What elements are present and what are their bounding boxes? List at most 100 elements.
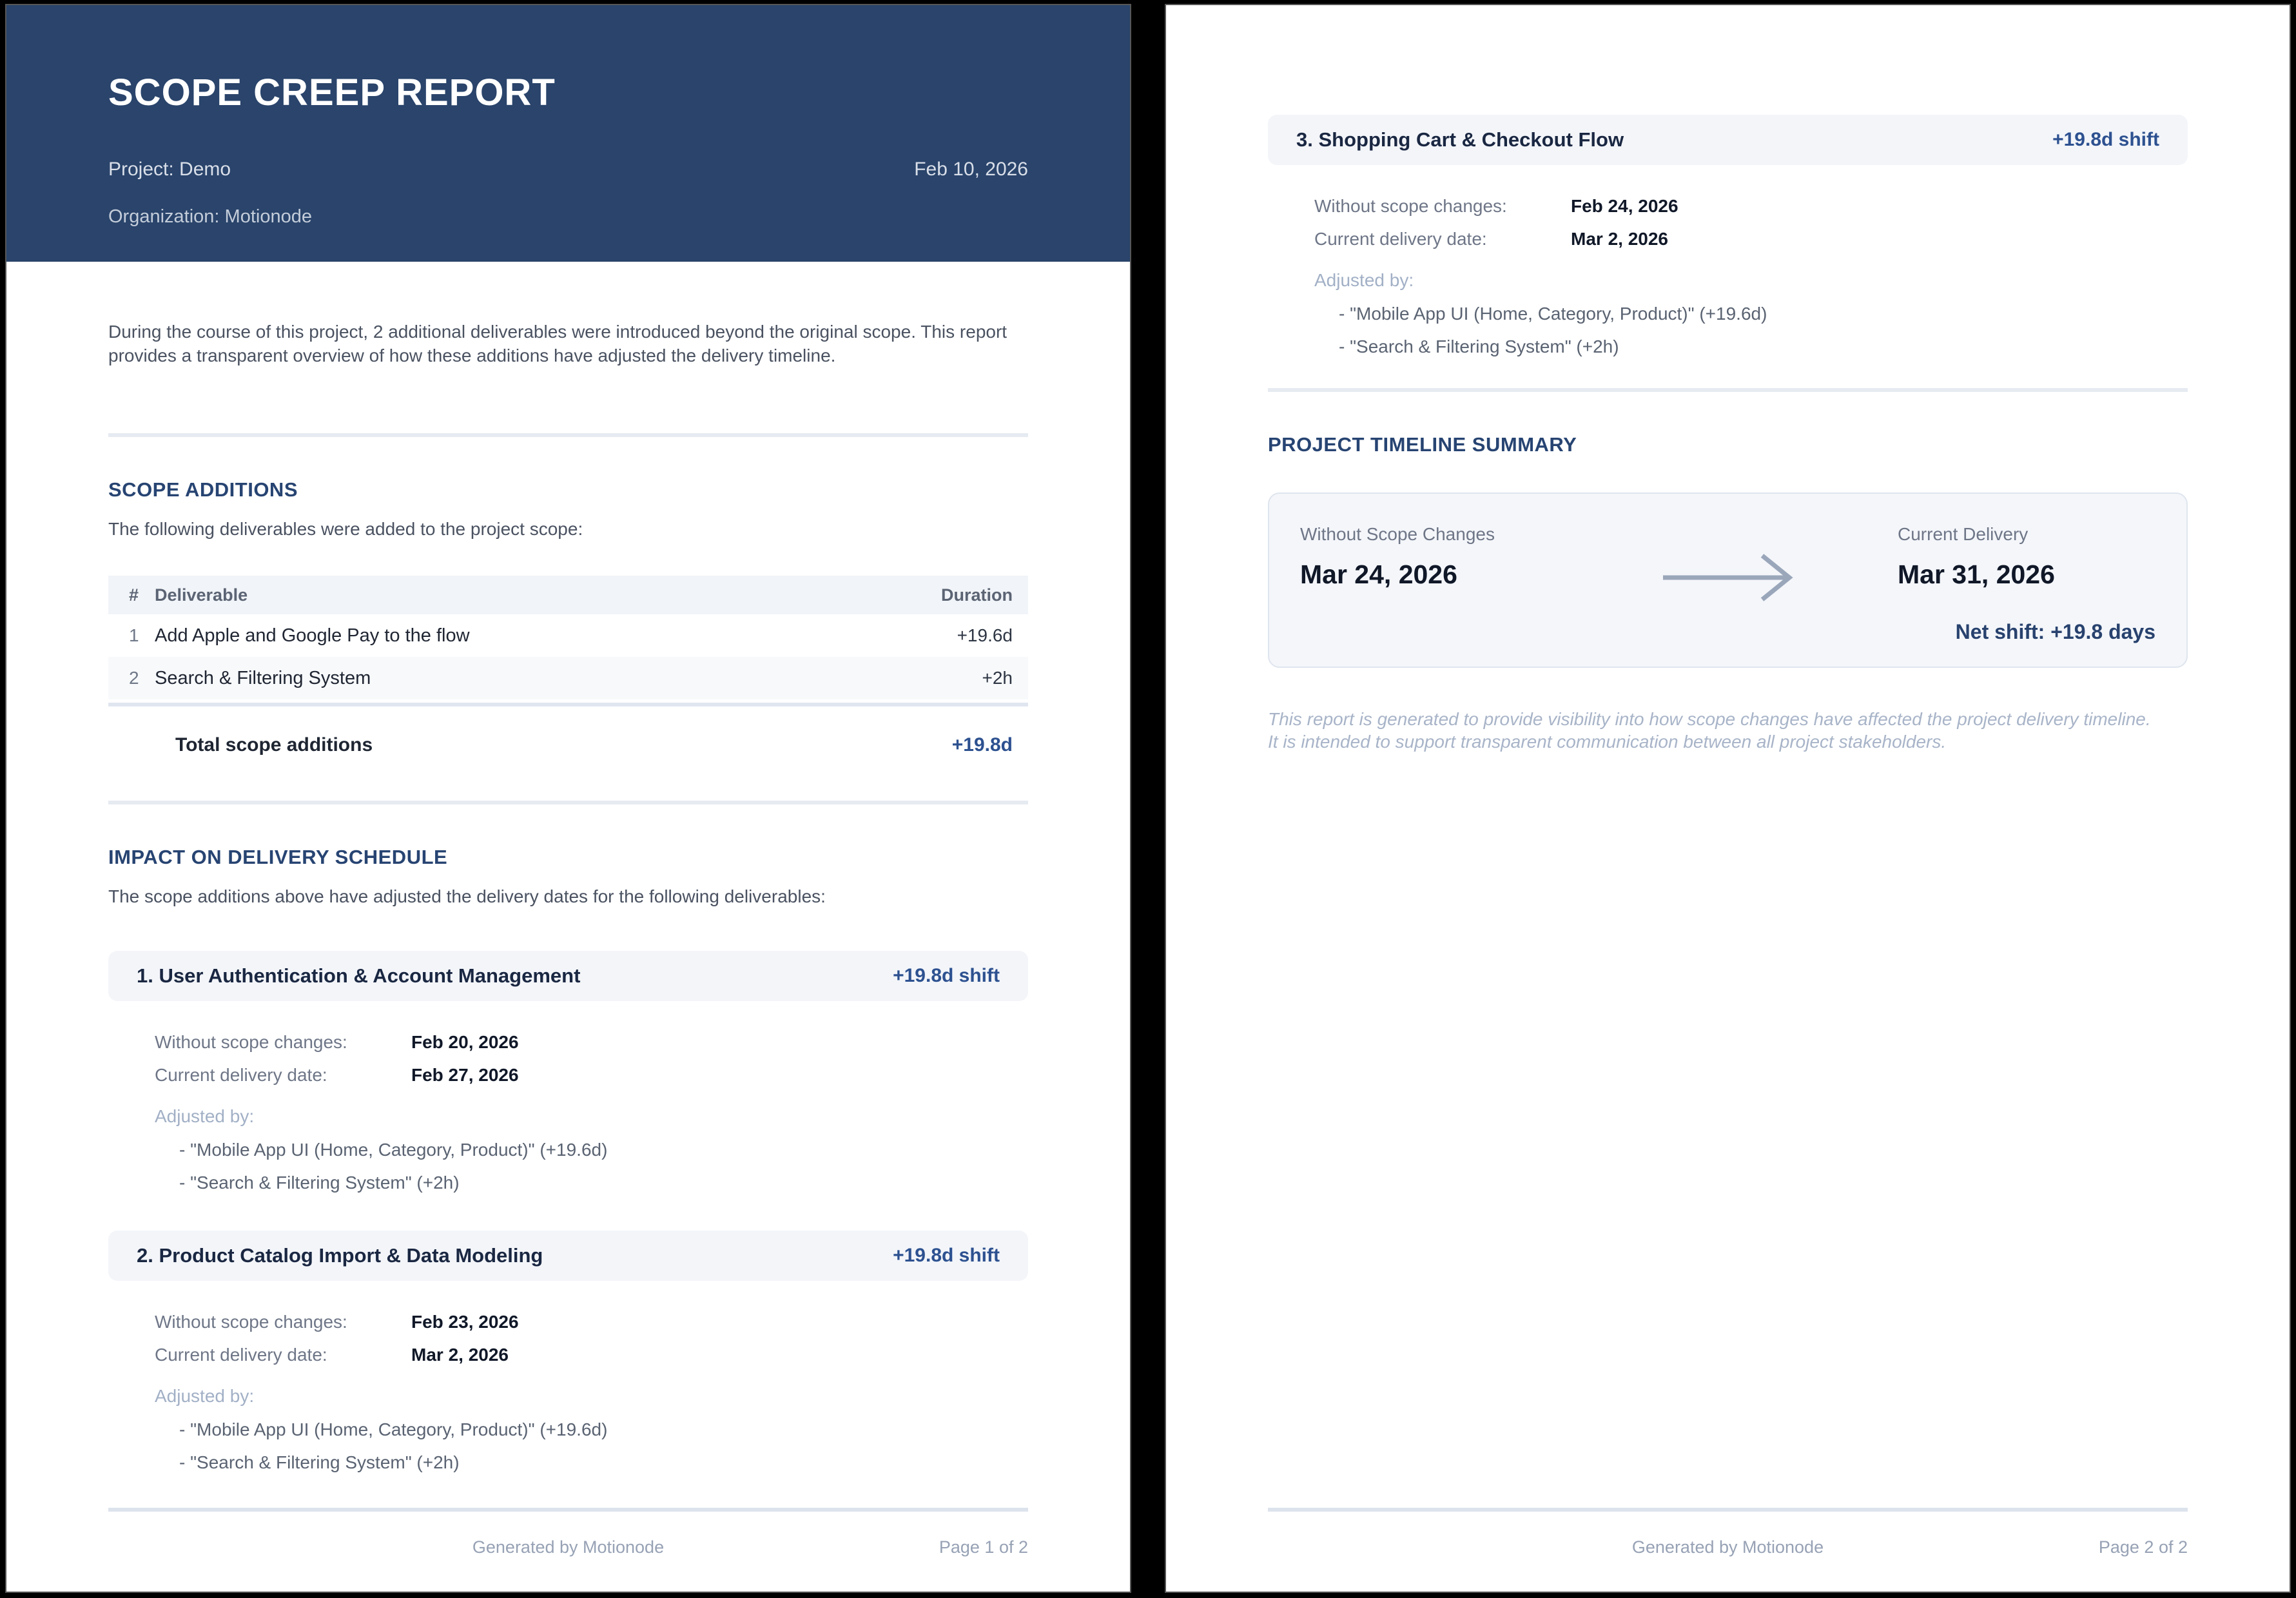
table-header-row: # Deliverable Duration [108,576,1028,614]
adjustment-item: - "Search & Filtering System" (+2h) [179,1452,460,1472]
impact-item-body: Without scope changes: Feb 20, 2026 Curr… [108,1031,1028,1194]
without-scope-date: Feb 20, 2026 [411,1032,519,1052]
current-delivery-row: Current delivery date: Mar 2, 2026 [155,1343,1028,1367]
footer-divider [108,1508,1028,1512]
adjustment-item: - "Search & Filtering System" (+2h) [179,1173,460,1193]
current-delivery-date: Feb 27, 2026 [411,1065,519,1085]
row-duration: +19.6d [957,625,1013,645]
organization-name: Organization: Motionode [108,206,312,227]
impact-description: The scope additions above have adjusted … [108,886,826,906]
without-scope-row: Without scope changes: Feb 24, 2026 [1314,195,2188,218]
without-scope-label: Without scope changes: [155,1312,347,1332]
column-header-deliverable: Deliverable [155,585,248,605]
impact-item-header: 3. Shopping Cart & Checkout Flow +19.8d … [1268,115,2188,165]
without-scope-row: Without scope changes: Feb 20, 2026 [155,1031,1028,1054]
section-divider [1268,388,2188,392]
impact-item: 2. Product Catalog Import & Data Modelin… [108,1231,1028,1474]
report-title: SCOPE CREEP REPORT [108,72,556,113]
current-delivery-date: Mar 2, 2026 [411,1345,509,1365]
current-delivery-label: Current delivery date: [155,1345,327,1365]
row-duration: +2h [982,668,1013,688]
page-2-content: 3. Shopping Cart & Checkout Flow +19.8d … [1166,115,2290,753]
page-footer: Generated by Motionode Page 2 of 2 [1268,1508,2188,1592]
without-scope-changes-label: Without Scope Changes [1300,524,1495,544]
report-meta-row: Project: Demo Feb 10, 2026 [108,159,1028,180]
page-number: Page 1 of 2 [939,1537,1028,1557]
adjusted-by-label: Adjusted by: [1314,270,1414,290]
current-delivery-date: Mar 2, 2026 [1571,229,1668,249]
table-row: 2 Search & Filtering System +2h [108,657,1028,699]
total-label: Total scope additions [175,734,373,755]
timeline-summary-heading: PROJECT TIMELINE SUMMARY [1268,433,1577,456]
impact-item: 1. User Authentication & Account Managem… [108,951,1028,1194]
impact-heading: IMPACT ON DELIVERY SCHEDULE [108,846,448,868]
table-bottom-divider [108,703,1028,706]
impact-item-title: 3. Shopping Cart & Checkout Flow [1296,128,1624,151]
impact-item-body: Without scope changes: Feb 23, 2026 Curr… [108,1311,1028,1474]
without-scope-row: Without scope changes: Feb 23, 2026 [155,1311,1028,1334]
current-delivery-row: Current delivery date: Feb 27, 2026 [155,1064,1028,1087]
current-delivery-label: Current delivery date: [1314,229,1487,249]
current-delivery-label: Current delivery date: [155,1065,327,1085]
adjustment-item: - "Mobile App UI (Home, Category, Produc… [179,1140,608,1160]
impact-item-header: 2. Product Catalog Import & Data Modelin… [108,1231,1028,1281]
adjusted-by-label: Adjusted by: [155,1106,255,1126]
page-1-content: During the course of this project, 2 add… [6,320,1130,1474]
scope-additions-heading: SCOPE ADDITIONS [108,478,298,501]
impact-item-title: 1. User Authentication & Account Managem… [137,964,581,987]
impact-item-shift-badge: +19.8d shift [893,965,1000,986]
current-delivery-date: Mar 31, 2026 [1898,560,2055,589]
intro-paragraph: During the course of this project, 2 add… [108,322,1007,365]
row-number: 2 [129,668,139,688]
current-delivery-column: Current Delivery Mar 31, 2026 [1898,523,2155,603]
adjustment-item: - "Mobile App UI (Home, Category, Produc… [179,1419,608,1439]
section-divider [108,433,1028,437]
without-scope-date: Feb 23, 2026 [411,1312,519,1332]
without-scope-label: Without scope changes: [1314,196,1507,216]
without-scope-column: Without Scope Changes Mar 24, 2026 [1300,523,1558,603]
generated-by-text: Generated by Motionode [472,1537,665,1557]
disclaimer-line-2: It is intended to support transparent co… [1268,732,1947,752]
disclaimer-line-1: This report is generated to provide visi… [1268,709,2151,729]
page-1: SCOPE CREEP REPORT Project: Demo Feb 10,… [5,4,1131,1593]
report-header: SCOPE CREEP REPORT Project: Demo Feb 10,… [6,5,1130,262]
scope-additions-table: # Deliverable Duration 1 Add Apple and G… [108,576,1028,699]
impact-item-title: 2. Product Catalog Import & Data Modelin… [137,1244,543,1267]
without-scope-date: Feb 24, 2026 [1571,196,1678,216]
adjustment-item: - "Search & Filtering System" (+2h) [1339,336,1619,356]
current-delivery-row: Current delivery date: Mar 2, 2026 [1314,228,2188,251]
total-value: +19.8d [951,734,1013,755]
impact-item-shift-badge: +19.8d shift [893,1245,1000,1266]
page-number: Page 2 of 2 [2098,1537,2188,1557]
arrow-right-icon [1662,554,1793,601]
adjustment-item: - "Mobile App UI (Home, Category, Produc… [1339,304,1767,324]
impact-item-header: 1. User Authentication & Account Managem… [108,951,1028,1001]
section-divider [108,801,1028,804]
impact-item: 3. Shopping Cart & Checkout Flow +19.8d … [1268,115,2188,358]
page-footer: Generated by Motionode Page 1 of 2 [108,1508,1028,1592]
column-header-duration: Duration [941,585,1013,605]
scope-additions-description: The following deliverables were added to… [108,519,583,539]
footer-row: Generated by Motionode Page 1 of 2 [108,1537,1028,1559]
without-scope-label: Without scope changes: [155,1032,347,1052]
disclaimer-text: This report is generated to provide visi… [1268,708,2188,753]
without-scope-changes-date: Mar 24, 2026 [1300,560,1457,589]
timeline-summary-box: Without Scope Changes Mar 24, 2026 Curre… [1268,492,2188,668]
footer-row: Generated by Motionode Page 2 of 2 [1268,1537,2188,1559]
adjusted-by-label: Adjusted by: [155,1386,255,1406]
row-number: 1 [129,625,139,645]
impact-item-shift-badge: +19.8d shift [2052,129,2159,150]
page-2: 3. Shopping Cart & Checkout Flow +19.8d … [1165,4,2291,1593]
report-date: Feb 10, 2026 [914,158,1028,180]
impact-item-body: Without scope changes: Feb 24, 2026 Curr… [1268,195,2188,358]
table-row: 1 Add Apple and Google Pay to the flow +… [108,614,1028,657]
row-deliverable: Search & Filtering System [155,667,371,688]
total-row: Total scope additions +19.8d [108,732,1028,758]
net-shift-value: Net shift: +19.8 days [1955,620,2155,643]
column-header-number: # [129,585,139,605]
project-name: Project: Demo [108,158,231,180]
generated-by-text: Generated by Motionode [1631,1537,1824,1557]
footer-divider [1268,1508,2188,1512]
current-delivery-label: Current Delivery [1898,524,2028,544]
